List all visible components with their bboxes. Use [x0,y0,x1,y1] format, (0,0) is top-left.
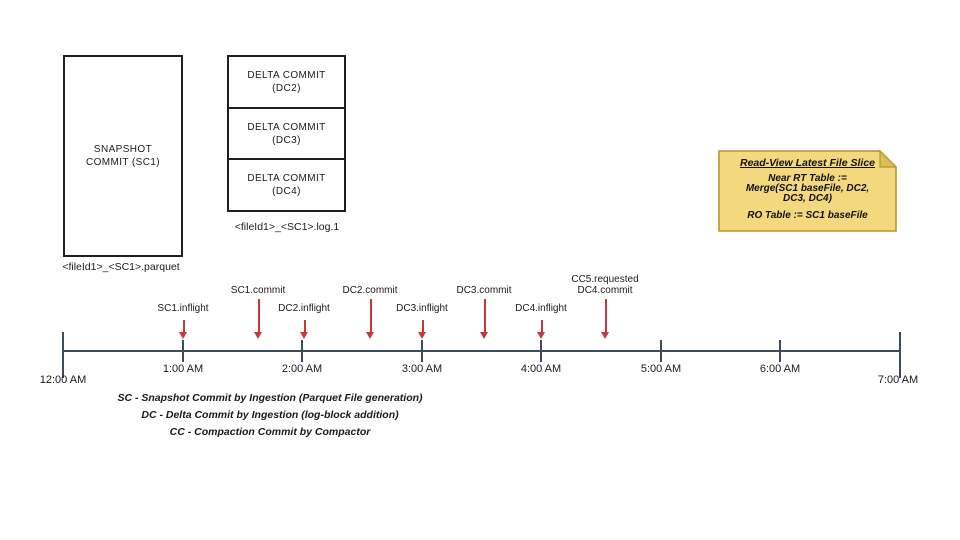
timeline-end-tick [899,332,901,378]
event-text: DC3.inflight [396,303,448,314]
event-label-dc3-inflight: DC3.inflight [396,303,448,314]
tick-label-3am: 3:00 AM [401,363,443,375]
timeline-axis [63,350,901,352]
event-text: DC2.commit [342,285,398,296]
note-body: Near RT Table := Merge(SC1 baseFile, DC2… [718,174,897,204]
timeline-tick-3am [421,340,423,362]
parquet-file-caption: <fileId1>_<SC1>.parquet [62,261,180,273]
snapshot-commit-label: SNAPSHOT COMMIT (SC1) [86,143,160,169]
note-line-near-rt: Near RT Table := [768,173,847,184]
timeline-tick-6am [779,340,781,362]
note-line-merge2: DC3, DC4) [783,193,832,204]
event-text-cc5: CC5.requested [571,274,639,285]
delta-commit-cell-dc4: DELTA COMMIT (DC4) [229,160,344,210]
snapshot-label-line2: COMMIT (SC1) [85,157,161,168]
sticky-note: Read-View Latest File Slice Near RT Tabl… [718,150,897,232]
legend-line-cc: CC - Compaction Commit by Compactor [169,426,371,438]
arrow-dc2-commit-icon [366,299,375,339]
arrow-dc4-inflight-icon [537,320,546,339]
tick-label-2am: 2:00 AM [281,363,323,375]
note-line-ro-table: RO Table := SC1 baseFile [747,210,868,221]
arrow-dc3-inflight-icon [418,320,427,339]
note-fold-icon [879,150,897,168]
legend-line-dc: DC - Delta Commit by Ingestion (log-bloc… [141,409,399,421]
arrow-dc2-inflight-icon [300,320,309,339]
event-label-dc4-inflight: DC4.inflight [515,303,567,314]
arrow-dc3-commit-icon [480,299,489,339]
delta-dc3-line2: (DC3) [272,134,301,146]
timeline-tick-1am [182,340,184,362]
delta-commit-label-dc2: DELTA COMMIT (DC2) [247,69,325,95]
delta-log-box: DELTA COMMIT (DC2) DELTA COMMIT (DC3) DE… [227,55,346,212]
timeline-start-tick [62,332,64,378]
tick-label-6am: 6:00 AM [759,363,801,375]
event-label-dc2-commit: DC2.commit [342,285,397,296]
delta-dc4-line1: DELTA COMMIT [247,173,326,185]
note-line-merge: Merge(SC1 baseFile, DC2, [745,183,870,194]
legend: SC - Snapshot Commit by Ingestion (Parqu… [100,390,440,441]
note-text: Read-View Latest File Slice Near RT Tabl… [718,150,897,232]
snapshot-label-line1: SNAPSHOT [93,144,153,155]
delta-commit-cell-dc2: DELTA COMMIT (DC2) [229,57,344,109]
timeline-tick-4am [540,340,542,362]
timeline-tick-5am [660,340,662,362]
event-label-dc2-inflight: DC2.inflight [278,303,330,314]
event-text: SC1.inflight [157,303,209,314]
arrow-dc4-commit-icon [601,299,610,339]
arrow-sc1-inflight-icon [179,320,188,339]
legend-line-sc: SC - Snapshot Commit by Ingestion (Parqu… [117,392,423,404]
event-text: DC4.inflight [515,303,567,314]
event-label-sc1-inflight: SC1.inflight [157,303,208,314]
delta-commit-cell-dc3: DELTA COMMIT (DC3) [229,109,344,161]
note-title: Read-View Latest File Slice [740,157,875,169]
delta-dc4-line2: (DC4) [272,186,301,198]
event-label-dc3-commit: DC3.commit [456,285,511,296]
event-label-sc1-commit: SC1.commit [231,285,285,296]
arrow-sc1-commit-icon [254,299,263,339]
tick-label-12am: 12:00 AM [39,374,87,386]
tick-label-4am: 4:00 AM [520,363,562,375]
delta-dc2-line1: DELTA COMMIT [247,69,326,81]
event-label-cc5-dc4-commit: CC5.requested DC4.commit [571,274,638,296]
log-file-caption: <fileId1>_<SC1>.log.1 [234,221,340,233]
sticky-note-shape [718,150,897,232]
event-text: DC3.commit [456,285,512,296]
delta-dc2-line2: (DC2) [272,82,301,94]
tick-label-1am: 1:00 AM [162,363,204,375]
tick-label-7am: 7:00 AM [877,374,919,386]
event-text: SC1.commit [230,285,286,296]
delta-commit-label-dc4: DELTA COMMIT (DC4) [247,172,325,198]
event-text-dc4-commit: DC4.commit [577,285,633,296]
snapshot-commit-box: SNAPSHOT COMMIT (SC1) [63,55,183,257]
event-text: DC2.inflight [278,303,330,314]
delta-commit-label-dc3: DELTA COMMIT (DC3) [247,121,325,147]
timeline-tick-2am [301,340,303,362]
tick-label-5am: 5:00 AM [640,363,682,375]
delta-dc3-line1: DELTA COMMIT [247,121,326,133]
